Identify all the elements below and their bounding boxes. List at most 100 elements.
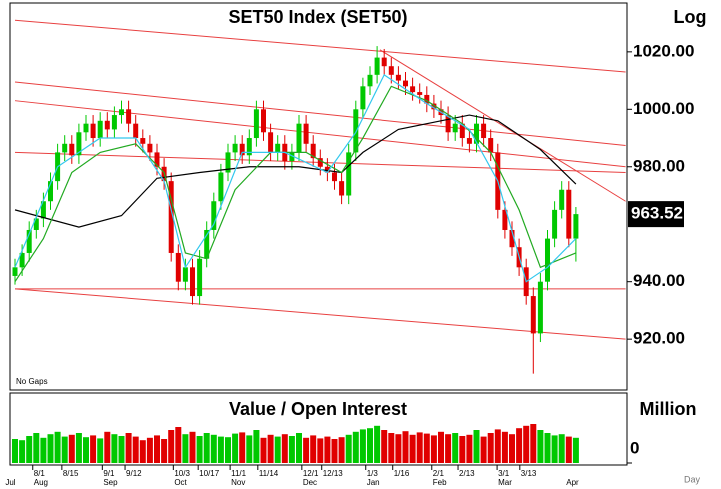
- candle-body: [530, 296, 536, 334]
- candle-body: [317, 158, 323, 167]
- month-label: Mar: [498, 478, 512, 487]
- volume-bar: [132, 436, 139, 463]
- volume-bar: [324, 436, 331, 463]
- volume-bar: [154, 435, 160, 463]
- candle-body: [310, 143, 316, 159]
- volume-bar: [402, 431, 409, 463]
- candle-body: [452, 123, 458, 133]
- candle-body: [119, 109, 124, 116]
- candle-body: [509, 229, 515, 248]
- candle-body: [253, 109, 259, 139]
- candle-body: [239, 143, 245, 156]
- trendline: [14, 19, 626, 73]
- last-price-label: 963.52: [631, 204, 683, 223]
- volume-bar: [104, 431, 111, 463]
- volume-bar: [494, 429, 501, 463]
- candle-body: [431, 103, 437, 110]
- x-tick-label: 1/3: [367, 469, 379, 478]
- x-tick-label: 9/1: [103, 469, 115, 478]
- x-tick-label: 2/1: [433, 469, 445, 478]
- candle-body: [232, 143, 238, 153]
- candle-body: [573, 214, 579, 239]
- candle-body: [246, 138, 252, 156]
- candle-body: [211, 201, 217, 230]
- volume-bar: [253, 430, 260, 463]
- candle-body: [225, 152, 231, 173]
- volume-bar: [367, 428, 373, 463]
- trendline: [14, 100, 626, 168]
- volume-bar: [54, 431, 61, 463]
- volume-bar: [317, 438, 324, 463]
- volume-bar: [345, 434, 352, 463]
- candle-body: [388, 66, 394, 75]
- x-tick-label: 9/12: [126, 469, 142, 478]
- x-tick-label: 12/1: [303, 469, 319, 478]
- month-label: Oct: [174, 478, 187, 487]
- candle-body: [566, 189, 572, 239]
- volume-bar: [310, 435, 317, 463]
- x-tick-label: 12/13: [323, 469, 344, 478]
- volume-y-tick-label: 0: [630, 438, 639, 457]
- volume-bar: [430, 435, 437, 463]
- volume-bar: [501, 431, 508, 463]
- volume-title: Value / Open Interest: [229, 399, 407, 419]
- volume-unit: Million: [640, 399, 697, 419]
- x-tick-label: 8/15: [63, 469, 79, 478]
- volume-bar: [523, 425, 530, 463]
- volume-bar: [558, 434, 565, 463]
- volume-bar: [125, 433, 132, 463]
- candle-body: [40, 201, 46, 219]
- volume-bar: [480, 436, 487, 463]
- candle-body: [261, 109, 266, 133]
- volume-bar: [232, 433, 239, 463]
- candle-body: [111, 115, 117, 130]
- candle-body: [332, 172, 337, 182]
- x-tick-label: 10/17: [199, 469, 220, 478]
- y-tick-label: 1020.00: [633, 41, 694, 60]
- candle-body: [410, 86, 416, 93]
- volume-bar: [288, 436, 295, 463]
- x-tick-label: 3/13: [521, 469, 537, 478]
- volume-bar: [33, 433, 40, 463]
- volume-bar: [296, 433, 302, 463]
- y-tick-label: 940.00: [633, 271, 685, 290]
- candle-body: [395, 74, 401, 81]
- volume-bar: [267, 434, 274, 463]
- volume-bar: [452, 433, 459, 463]
- note: No Gaps: [16, 377, 48, 386]
- month-label: Jul: [5, 478, 15, 487]
- candle-body: [296, 123, 302, 153]
- candle-body: [324, 166, 330, 173]
- candle-body: [552, 209, 558, 239]
- candle-body: [190, 267, 195, 297]
- x-axis-label: Day: [684, 474, 701, 484]
- volume-bar: [423, 433, 430, 463]
- candle-body: [502, 209, 508, 230]
- candle-body: [275, 143, 281, 153]
- volume-bar: [210, 434, 217, 463]
- volume-bar: [466, 434, 473, 463]
- volume-bar: [338, 437, 345, 463]
- y-tick-label: 920.00: [633, 329, 685, 348]
- volume-bar: [537, 430, 544, 463]
- volume-bar: [12, 439, 18, 463]
- month-label: Jan: [367, 478, 380, 487]
- candle-body: [303, 123, 309, 144]
- candle-body: [268, 132, 274, 153]
- candle-body: [83, 123, 89, 133]
- moving-average: [14, 85, 577, 283]
- last-price-box: [628, 201, 684, 228]
- volume-bar: [47, 434, 54, 463]
- x-tick-label: 11/1: [231, 469, 247, 478]
- volume-bar: [438, 431, 444, 463]
- month-label: Feb: [433, 478, 447, 487]
- trendline: [14, 81, 626, 147]
- volume-bar: [26, 436, 33, 463]
- volume-bar: [97, 438, 104, 463]
- candle-body: [154, 152, 160, 167]
- volume-bar: [182, 434, 189, 463]
- y-tick-label: 980.00: [633, 156, 685, 175]
- x-tick-label: 1/16: [394, 469, 410, 478]
- volume-bar: [509, 434, 515, 463]
- candle-body: [474, 123, 479, 144]
